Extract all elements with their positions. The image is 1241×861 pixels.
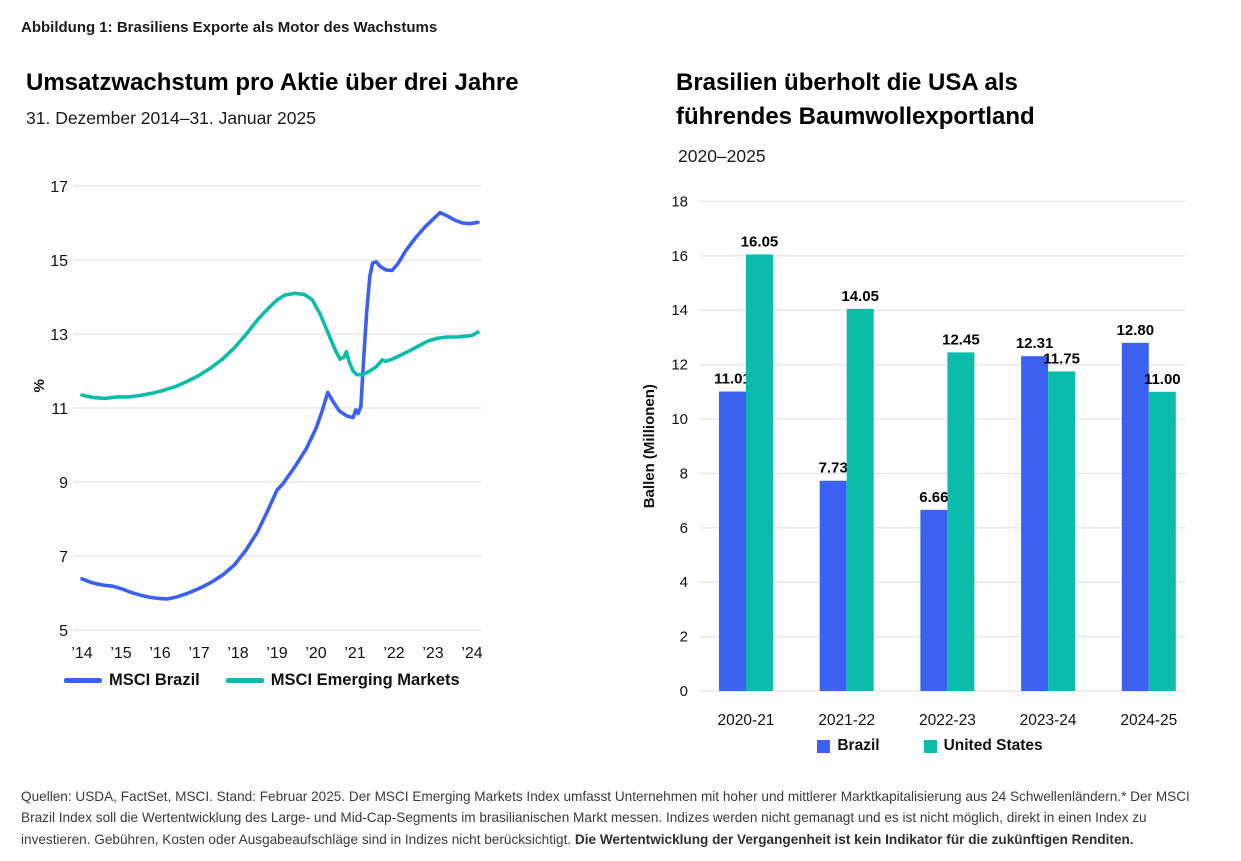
svg-text:14.05: 14.05	[841, 288, 879, 305]
svg-text:Ballen (Millionen): Ballen (Millionen)	[641, 384, 658, 508]
footnote-bold-text: Die Wertentwicklung der Vergangenheit is…	[574, 831, 1134, 847]
bar-chart-legend: Brazil United States	[640, 737, 1220, 755]
united-states-square-swatch-icon	[923, 739, 937, 753]
svg-text:’19: ’19	[266, 645, 287, 662]
svg-text:’20: ’20	[305, 645, 326, 662]
svg-text:12.45: 12.45	[942, 331, 980, 348]
svg-text:15: 15	[50, 253, 68, 270]
legend-label-msci-brazil: MSCI Brazil	[109, 671, 200, 689]
bar-chart-plot: 18 16 14 12 10 8 6 4 2 0 Ballen (Millionen) 2020-21…	[641, 193, 1185, 729]
line-chart-title: Umsatzwachstum pro Aktie über drei Jahre	[26, 69, 519, 96]
svg-text:9: 9	[59, 475, 68, 492]
footnote: Quellen: USDA, FactSet, MSCI. Stand: Feb…	[21, 786, 1219, 850]
msci-emerging-markets-line-swatch-icon	[225, 678, 264, 683]
footnote-text: Quellen: USDA, FactSet, MSCI. Stand: Feb…	[21, 789, 1190, 847]
legend-item-msci-emerging-markets: MSCI Emerging Markets	[225, 671, 460, 690]
svg-text:2020-21: 2020-21	[718, 712, 775, 729]
line-chart-subtitle: 31. Dezember 2014–31. Januar 2025	[26, 108, 316, 128]
svg-text:’22: ’22	[383, 645, 404, 662]
svg-text:11.75: 11.75	[1043, 350, 1080, 367]
bar-chart-title: Brasilien überholt die USA als führendes…	[676, 66, 1236, 134]
svg-text:4: 4	[680, 574, 688, 591]
svg-text:5: 5	[59, 623, 68, 640]
msci-brazil-line-swatch-icon	[64, 678, 102, 683]
svg-text:2024-25: 2024-25	[1120, 712, 1177, 729]
svg-text:6: 6	[680, 520, 688, 537]
svg-text:11.01: 11.01	[714, 371, 751, 388]
svg-text:’15: ’15	[110, 645, 131, 662]
svg-text:2023-24: 2023-24	[1020, 712, 1077, 729]
svg-text:%: %	[31, 379, 48, 392]
svg-text:11: 11	[51, 401, 68, 418]
svg-text:14: 14	[671, 302, 688, 319]
svg-text:18: 18	[671, 193, 688, 210]
legend-item-united-states: United States	[923, 737, 1043, 755]
svg-text:2021-22: 2021-22	[818, 712, 875, 729]
legend-label-united-states: United States	[943, 737, 1043, 754]
svg-text:’14: ’14	[71, 645, 92, 662]
bar-chart-title-line1: Brasilien überholt die USA als	[676, 69, 1018, 96]
line-chart-plot: 17 15 13 11 9 7 5’14 ’15 ’16 ’17 ’18 ’19 ’20 ’21 ’22 ’2…	[31, 179, 483, 662]
svg-text:12.31: 12.31	[1016, 335, 1054, 352]
bar-chart-title-line2: führendes Baumwollexportland	[676, 103, 1035, 131]
legend-label-brazil: Brazil	[837, 737, 880, 754]
svg-text:12.80: 12.80	[1117, 322, 1155, 339]
svg-text:’16: ’16	[149, 645, 170, 662]
legend-item-brazil: Brazil	[817, 737, 880, 755]
svg-text:0: 0	[680, 683, 688, 700]
svg-text:13: 13	[50, 327, 68, 344]
svg-text:11.00: 11.00	[1144, 371, 1181, 388]
svg-text:’23: ’23	[422, 645, 443, 662]
bar-chart-subtitle: 2020–2025	[678, 146, 766, 166]
svg-text:’18: ’18	[227, 645, 248, 662]
svg-text:’21: ’21	[344, 645, 365, 662]
legend-item-msci-brazil: MSCI Brazil	[64, 671, 200, 690]
svg-text:17: 17	[50, 179, 68, 196]
svg-text:’24: ’24	[461, 645, 482, 662]
svg-text:16: 16	[671, 248, 688, 265]
svg-text:6.66: 6.66	[919, 489, 948, 506]
svg-text:7.73: 7.73	[819, 460, 848, 477]
svg-text:7: 7	[59, 549, 68, 566]
brazil-square-swatch-icon	[817, 739, 831, 753]
line-chart-legend: MSCI Brazil MSCI Emerging Markets	[64, 671, 460, 690]
figure-caption: Abbildung 1: Brasiliens Exporte als Moto…	[21, 19, 438, 36]
svg-text:10: 10	[671, 411, 688, 428]
svg-text:2: 2	[680, 629, 688, 646]
svg-text:2022-23: 2022-23	[919, 712, 976, 729]
svg-text:’17: ’17	[188, 645, 209, 662]
legend-label-msci-emerging-markets: MSCI Emerging Markets	[270, 671, 460, 689]
svg-text:8: 8	[680, 465, 688, 482]
svg-text:12: 12	[671, 357, 688, 374]
svg-text:16.05: 16.05	[741, 233, 779, 250]
